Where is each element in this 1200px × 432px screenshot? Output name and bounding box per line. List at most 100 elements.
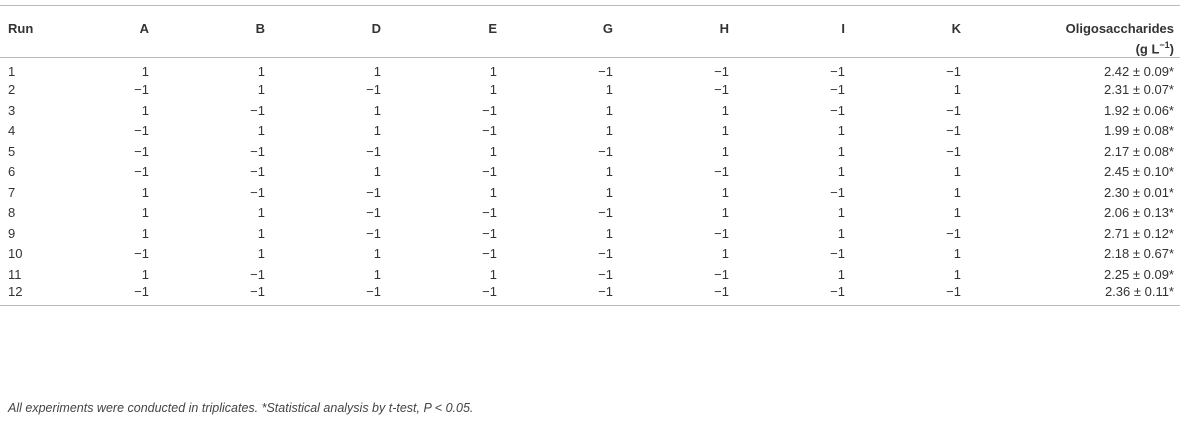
table-cell: 2.42 ± 0.09* (1103, 64, 1174, 80)
table-cell: 1 (489, 64, 497, 80)
header-row: Run A B D E G H I K Oligosaccharides (g L−1) (0, 5, 1180, 58)
table-cell: 1 (953, 82, 961, 98)
table-cell: 1 (721, 102, 729, 118)
header-cell: A (139, 21, 149, 36)
table-cell: 1 (141, 184, 149, 200)
table-cell: −1 (366, 143, 381, 159)
table-body: 1 1 1 1 1 −1 −1 −1 −1 2.42 ± 0.09* 2 −1 1 −1 1 1 −1 −1 1 2.… (0, 58, 1180, 306)
table-cell: 1 (257, 123, 265, 139)
table-cell: −1 (250, 284, 265, 300)
table-row: 8 1 1 −1 −1 −1 1 1 1 2.06 ± 0.13* (0, 202, 1180, 223)
header-cell: B (255, 21, 265, 36)
table-cell: 1 (257, 225, 265, 241)
table-cell: −1 (366, 205, 381, 221)
table-cell: −1 (250, 143, 265, 159)
table-cell: −1 (598, 143, 613, 159)
table-cell: −1 (946, 225, 961, 241)
table-cell: −1 (366, 184, 381, 200)
table-cell: 7 (8, 184, 16, 200)
footnote: All experiments were conducted in tripli… (8, 401, 474, 415)
table-cell: 1 (605, 184, 613, 200)
table-cell: 1 (721, 246, 729, 262)
table-cell: 12 (8, 284, 23, 300)
table-cell: 2.71 ± 0.12* (1103, 225, 1174, 241)
table-cell: −1 (250, 164, 265, 180)
table-cell: −1 (598, 266, 613, 282)
table-cell: 2.18 ± 0.67* (1103, 246, 1174, 262)
table-cell: −1 (598, 205, 613, 221)
header-cell: Oligosaccharides (g L−1) (967, 6, 1180, 58)
table-cell: 1 (953, 246, 961, 262)
table-cell: 1 (837, 225, 845, 241)
table-cell: 1.99 ± 0.08* (1103, 123, 1174, 139)
table-cell: −1 (482, 284, 497, 300)
table-cell: 2.17 ± 0.08* (1103, 143, 1174, 159)
table-cell: 1 (721, 143, 729, 159)
table-cell: 2.25 ± 0.09* (1103, 266, 1174, 282)
header-cell: D (371, 21, 381, 36)
table-cell: 1 (257, 205, 265, 221)
table-cell: 1 (605, 164, 613, 180)
table-cell: 1 (953, 205, 961, 221)
table-cell: 2.06 ± 0.13* (1103, 205, 1174, 221)
table-cell: −1 (714, 284, 729, 300)
table-cell: 1 (489, 82, 497, 98)
table-cell: −1 (366, 284, 381, 300)
table-cell: −1 (714, 64, 729, 80)
header-unit: (g L (1135, 41, 1160, 57)
header-cell: E (488, 21, 497, 36)
table-cell: −1 (366, 82, 381, 98)
table-cell: 2.36 ± 0.11* (1104, 284, 1174, 300)
table-cell: 1 (837, 266, 845, 282)
table-cell: 2.45 ± 0.10* (1103, 164, 1174, 180)
table-cell: 2.31 ± 0.07* (1103, 82, 1174, 98)
table-cell: 1 (373, 64, 381, 80)
table-cell: 1 (605, 225, 613, 241)
table-cell: 1 (605, 123, 613, 139)
table-cell: −1 (134, 284, 149, 300)
table-cell: −1 (366, 225, 381, 241)
table-cell: −1 (482, 246, 497, 262)
table-cell: −1 (946, 143, 961, 159)
table-cell: −1 (134, 143, 149, 159)
table-row: 6 −1 −1 1 −1 1 −1 1 1 2.45 ± 0.10* (0, 161, 1180, 182)
table-cell: −1 (598, 64, 613, 80)
header-text: Oligosaccharides (1065, 21, 1174, 36)
table-cell: 1 (373, 164, 381, 180)
table-cell: −1 (250, 266, 265, 282)
table-cell: −1 (134, 82, 149, 98)
table-cell: 1 (8, 64, 16, 80)
table-cell: 10 (8, 246, 23, 262)
table-cell: 1 (257, 64, 265, 80)
table-cell: 1 (257, 246, 265, 262)
table-cell: 1 (141, 225, 149, 241)
table-cell: 1 (837, 123, 845, 139)
table-row: 7 1 −1 −1 1 1 1 −1 1 2.30 ± 0.01* (0, 182, 1180, 203)
table-cell: 1 (489, 184, 497, 200)
header-cell: H (719, 21, 729, 36)
table-cell: 1 (721, 205, 729, 221)
header-unit-exponent: −1 (1159, 40, 1170, 50)
table-cell: 1 (837, 164, 845, 180)
table-row: 4 −1 1 1 −1 1 1 1 −1 1.99 ± 0.08* (0, 120, 1180, 141)
table-cell: −1 (250, 102, 265, 118)
table-cell: −1 (482, 164, 497, 180)
table-cell: −1 (830, 102, 845, 118)
table-row: 9 1 1 −1 −1 1 −1 1 −1 2.71 ± 0.12* (0, 223, 1180, 244)
table-cell: −1 (946, 284, 961, 300)
table-cell: 1 (953, 164, 961, 180)
table-row: 3 1 −1 1 −1 1 1 −1 −1 1.92 ± 0.06* (0, 100, 1180, 121)
table-cell: 1.92 ± 0.06* (1103, 102, 1174, 118)
table-cell: 1 (721, 184, 729, 200)
table-cell: 1 (373, 102, 381, 118)
table-cell: 1 (373, 246, 381, 262)
table-cell: 1 (721, 123, 729, 139)
table-cell: 1 (489, 143, 497, 159)
table-cell: −1 (482, 205, 497, 221)
table-cell: 1 (141, 266, 149, 282)
table-cell: 6 (8, 164, 16, 180)
table-row: 11 1 −1 1 1 −1 −1 1 1 2.25 ± 0.09* (0, 264, 1180, 285)
table-cell: −1 (134, 123, 149, 139)
